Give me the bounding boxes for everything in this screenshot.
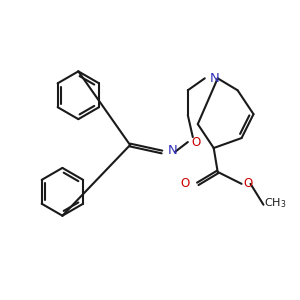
- Text: N: N: [210, 72, 220, 85]
- Text: N: N: [168, 145, 178, 158]
- Text: O: O: [244, 177, 253, 190]
- Text: CH$_3$: CH$_3$: [265, 196, 287, 210]
- Text: O: O: [181, 177, 190, 190]
- Text: O: O: [192, 136, 201, 148]
